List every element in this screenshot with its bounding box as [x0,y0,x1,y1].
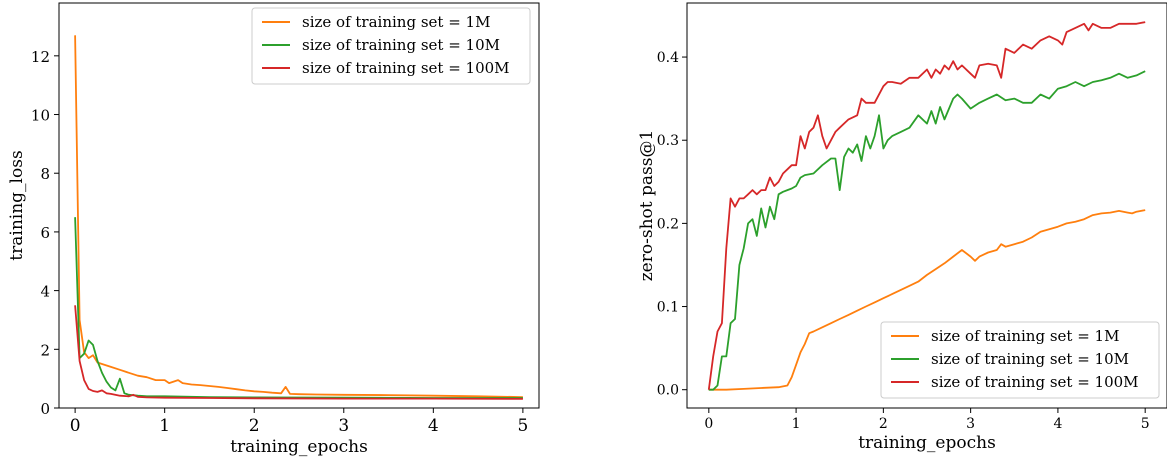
x-tick-label: 0 [70,416,81,436]
series-line-size-of-training-set-10m [708,70,1146,391]
legend: size of training set = 1M size of trainin… [880,321,1160,399]
x-axis-label: training_epochs [230,437,368,457]
x-tick-label: 5 [517,416,528,436]
y-tick-label: 10 [31,106,50,124]
legend-label: size of training set = 100M [302,59,510,77]
y-tick-label: 0.0 [657,383,679,399]
x-tick-label: 2 [879,416,888,432]
legend-box [880,321,1160,399]
series-line-size-of-training-set-1m [708,209,1146,391]
x-axis-label: training_epochs [858,433,996,453]
x-tick-label: 1 [792,416,801,432]
x-tick-label: 4 [428,416,439,436]
legend-box [251,7,531,85]
y-axis-label: zero-shot pass@1 [637,130,657,282]
plot-frame [58,2,540,409]
y-tick-label: 0 [40,400,50,418]
y-tick-label: 0.3 [657,133,679,149]
y-tick-label: 2 [40,341,50,359]
y-tick-label: 12 [31,48,50,66]
legend-label: size of training set = 1M [931,327,1119,345]
y-tick-label: 4 [40,283,50,301]
x-tick-label: 3 [966,416,975,432]
series-line-size-of-training-set-100m [74,305,523,400]
loss-chart: 0 1 2 3 4 5024681012training_epochstraining_l… [7,2,540,457]
series-line-size-of-training-set-1m [74,35,523,398]
y-tick-label: 0.4 [657,50,679,66]
y-tick-label: 6 [40,224,50,242]
x-tick-label: 3 [338,416,349,436]
x-tick-label: 1 [159,416,170,436]
x-tick-label: 4 [1053,416,1062,432]
x-tick-label: 0 [704,416,713,432]
legend-label: size of training set = 100M [931,373,1139,391]
legend: size of training set = 1M size of trainin… [251,7,531,85]
pass-at-1-chart: 0 1 2 3 4 5 0.0 0.1 0.2 0.3 0.4 training_epochs zero… [637,2,1167,453]
y-axis-label: training_loss [7,150,27,260]
y-tick-label: 0.2 [657,216,679,232]
legend-label: size of training set = 10M [302,36,500,54]
y-tick-label: 0.1 [657,299,679,315]
y-tick-label: 8 [40,165,50,183]
x-tick-label: 5 [1141,416,1150,432]
series-line-size-of-training-set-10m [74,217,523,399]
series-line-size-of-training-set-100m [707,21,1146,390]
legend-label: size of training set = 10M [931,350,1129,368]
x-tick-label: 2 [249,416,260,436]
legend-label: size of training set = 1M [302,13,490,31]
plot-frame [686,2,1167,409]
